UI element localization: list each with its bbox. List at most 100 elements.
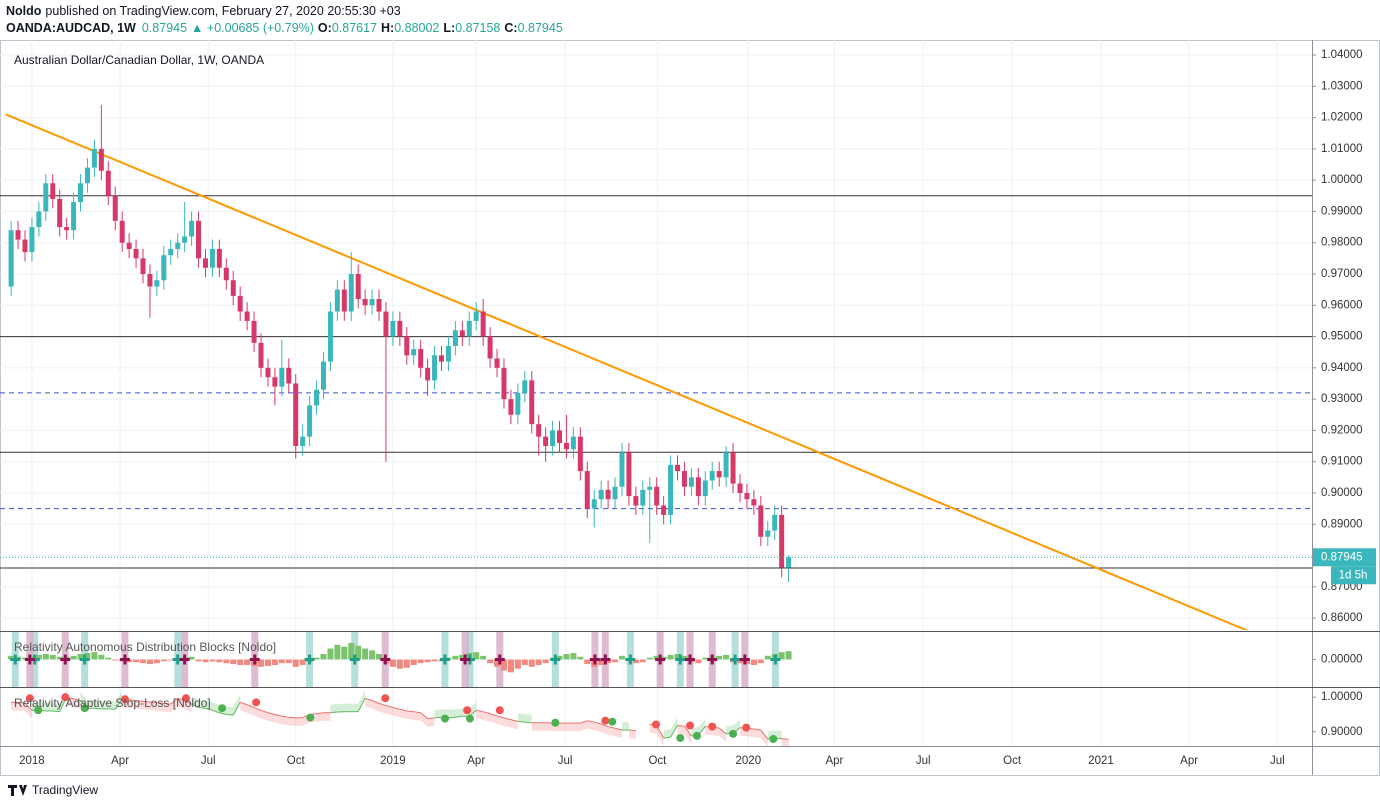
candle-body bbox=[501, 367, 507, 400]
stop-fill bbox=[434, 709, 442, 718]
histogram-bar bbox=[140, 659, 147, 664]
histogram-bar bbox=[396, 659, 403, 669]
histogram-bar bbox=[778, 652, 785, 660]
candle-body bbox=[307, 405, 313, 437]
stop-fill bbox=[448, 709, 456, 718]
stop-line bbox=[670, 725, 678, 738]
x-tick-label: Apr bbox=[825, 755, 843, 767]
stop-line bbox=[17, 701, 26, 704]
y-tick-label: 1.00000 bbox=[1321, 691, 1363, 703]
x-tick-label: 2018 bbox=[19, 755, 45, 767]
stop-line bbox=[246, 704, 255, 709]
stop-line bbox=[357, 697, 366, 712]
histogram-bar bbox=[605, 659, 612, 664]
candle-body bbox=[300, 436, 306, 447]
stop-fill bbox=[531, 722, 539, 731]
stop-line bbox=[163, 702, 171, 705]
candle-body bbox=[695, 477, 701, 497]
histogram-bar bbox=[167, 659, 174, 661]
stop-fill bbox=[594, 722, 602, 733]
histogram-bar bbox=[8, 655, 15, 660]
trend-line bbox=[5, 113, 1248, 630]
stop-fill bbox=[677, 725, 685, 735]
signal-cross bbox=[79, 654, 90, 665]
histogram-bar bbox=[500, 659, 507, 671]
stop-fill bbox=[545, 722, 553, 732]
candle-body bbox=[341, 289, 347, 312]
stop-dot bbox=[120, 695, 129, 704]
stop-fill bbox=[392, 707, 400, 718]
stop-fill bbox=[163, 703, 171, 713]
stop-line bbox=[267, 712, 276, 715]
stop-fill bbox=[205, 700, 213, 711]
candle-body bbox=[348, 273, 354, 312]
stop-line bbox=[114, 698, 123, 710]
candle-body bbox=[445, 345, 451, 362]
stop-line bbox=[781, 738, 789, 740]
stop-line bbox=[510, 719, 518, 722]
stop-line bbox=[455, 715, 463, 718]
stop-line bbox=[364, 697, 373, 702]
published: published on TradingView.com, February 2… bbox=[45, 4, 400, 18]
signal-cross bbox=[380, 654, 391, 665]
stop-fill bbox=[615, 728, 622, 739]
stop-line bbox=[73, 698, 81, 702]
y-tick-label: 0.99000 bbox=[1321, 205, 1363, 217]
candle-body bbox=[737, 483, 743, 493]
histogram-bar bbox=[160, 659, 167, 662]
candle-body bbox=[265, 367, 271, 378]
candle-body bbox=[452, 330, 458, 346]
histogram-bar bbox=[494, 659, 501, 667]
candle-body bbox=[612, 486, 618, 500]
signal-cross bbox=[707, 654, 718, 665]
histogram-bar bbox=[258, 659, 265, 667]
candle-body bbox=[668, 464, 674, 515]
stop-dot bbox=[306, 713, 315, 722]
histogram-bar bbox=[535, 659, 542, 665]
stop-fill bbox=[170, 698, 178, 713]
stop-fill bbox=[149, 702, 157, 711]
candle-body bbox=[480, 311, 486, 337]
stop-fill bbox=[295, 717, 303, 726]
signal-cross bbox=[439, 654, 450, 665]
symbol-line: OANDA:AUDCAD, 1W 0.87945 ▲ +0.00685 (+0.79… bbox=[6, 21, 563, 35]
histogram-bar bbox=[695, 659, 702, 664]
stop-dot bbox=[463, 706, 472, 715]
stop-dot bbox=[729, 729, 738, 738]
candle-body bbox=[577, 436, 583, 472]
stop-fill bbox=[101, 700, 109, 709]
stop-line bbox=[406, 710, 414, 713]
y-tick-label: 1.01000 bbox=[1321, 143, 1363, 155]
candle-body bbox=[383, 311, 389, 337]
candle-body bbox=[647, 486, 653, 490]
stop-fill bbox=[566, 723, 574, 732]
candle-body bbox=[702, 480, 708, 497]
footer-brand: TradingView bbox=[32, 783, 98, 797]
stop-fill bbox=[233, 694, 241, 716]
candle-body bbox=[320, 361, 326, 390]
candle-body bbox=[522, 380, 528, 393]
stop-dot bbox=[465, 714, 474, 723]
x-tick-label: 2021 bbox=[1088, 755, 1114, 767]
stop-line bbox=[142, 700, 150, 703]
candle-body bbox=[327, 311, 333, 362]
candle-body bbox=[22, 239, 28, 253]
candle-body bbox=[633, 496, 639, 506]
signal-cross bbox=[24, 654, 35, 665]
signal-cross bbox=[589, 654, 600, 665]
histogram-bar bbox=[341, 646, 348, 660]
stop-line bbox=[392, 707, 400, 710]
stop-fill bbox=[503, 717, 511, 728]
histogram-bar bbox=[362, 648, 369, 660]
histogram-bar bbox=[216, 659, 223, 663]
signal-cross bbox=[675, 654, 686, 665]
stop-line bbox=[212, 709, 220, 714]
histogram-bar bbox=[584, 659, 591, 665]
candle-body bbox=[57, 198, 63, 228]
candle-body bbox=[112, 195, 118, 221]
stop-dot bbox=[381, 694, 390, 703]
histogram-bar bbox=[480, 655, 487, 660]
histogram-bar bbox=[264, 659, 271, 666]
candle-body bbox=[786, 557, 792, 568]
stop-line bbox=[753, 728, 761, 731]
